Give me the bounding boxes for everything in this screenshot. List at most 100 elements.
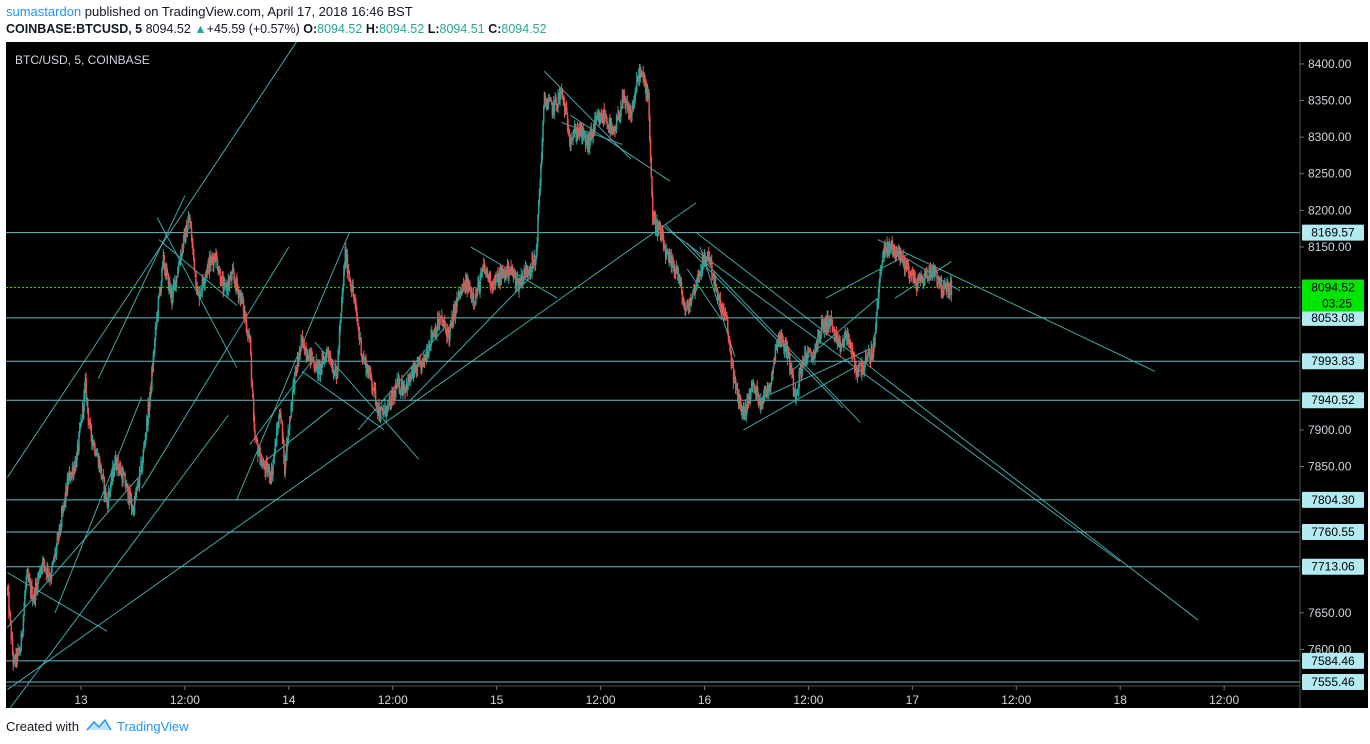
candle-body (652, 221, 655, 225)
candle-body (389, 398, 391, 401)
candle-body (461, 287, 463, 292)
trendline[interactable] (249, 356, 316, 445)
candle-body (355, 302, 357, 308)
candle-body (768, 385, 771, 387)
candle-body (639, 70, 642, 79)
candle-body (530, 267, 533, 273)
candle-body (385, 405, 387, 416)
chart-title: BTC/USD, 5, COINBASE (15, 53, 150, 67)
candle-body (413, 366, 415, 376)
candle-body (946, 281, 948, 293)
candle-body (776, 345, 778, 348)
candle-body (271, 468, 274, 476)
candle-body (228, 280, 230, 286)
trendline[interactable] (543, 70, 632, 160)
trendline[interactable] (409, 275, 532, 401)
candle-body (132, 508, 134, 511)
candle-body (711, 260, 713, 275)
trendline[interactable] (6, 414, 229, 712)
candle-body (594, 118, 596, 131)
candle-body (347, 270, 349, 273)
trendline[interactable] (660, 224, 1121, 563)
trendline[interactable] (141, 246, 290, 489)
candle-body (836, 333, 838, 344)
trendline[interactable] (236, 232, 350, 500)
trendline[interactable] (6, 27, 307, 478)
candle-body (232, 268, 235, 274)
trendline[interactable] (7, 473, 142, 628)
candle-body (217, 269, 220, 273)
candle-body (437, 318, 440, 327)
candle-body (271, 468, 273, 481)
open-value: 8094.52 (317, 22, 363, 36)
candle-body (286, 441, 288, 461)
trendline[interactable] (686, 268, 723, 321)
trendline[interactable] (825, 253, 909, 299)
candle-body (387, 405, 389, 407)
candle-body (805, 349, 807, 364)
trendline[interactable] (7, 572, 108, 632)
candle-body (879, 276, 881, 283)
candle-body (13, 657, 15, 665)
candle-body (877, 292, 880, 304)
trendline[interactable] (695, 231, 1199, 621)
candle-body (404, 386, 406, 393)
candle-body (298, 359, 300, 362)
candle-body (672, 262, 675, 267)
candle-body (429, 344, 431, 348)
candle-body (16, 650, 19, 662)
candle-body (105, 497, 108, 499)
trendline[interactable] (54, 396, 143, 614)
candle-body (654, 213, 656, 219)
candle-body (800, 366, 803, 377)
trendline[interactable] (7, 202, 697, 691)
candle-body (183, 231, 186, 236)
candle-body (368, 372, 370, 377)
trendline[interactable] (686, 242, 861, 423)
candle-body (893, 245, 896, 252)
candle-body (40, 566, 43, 571)
candle-body (691, 293, 694, 300)
candle-body (343, 267, 346, 271)
candle-body (568, 133, 570, 136)
price-tick-label: 8400.00 (1308, 57, 1352, 71)
chart-area[interactable]: 8400.00 8350.00 8300.00 8250.00 8200.00 8150.… (6, 27, 1368, 712)
trendline[interactable] (665, 224, 844, 409)
candle-body (211, 258, 214, 260)
trendline[interactable] (357, 327, 446, 431)
candle-body (245, 317, 247, 319)
candle-body (304, 347, 307, 355)
trendline[interactable] (877, 239, 1156, 372)
candle-body (481, 272, 483, 274)
candle-body (633, 101, 635, 108)
candle-body (266, 462, 269, 474)
candle-body (675, 266, 678, 271)
candle-body (564, 106, 567, 115)
candle-body (177, 264, 180, 273)
candlestick-chart[interactable]: 8400.00 8350.00 8300.00 8250.00 8200.00 8150.… (6, 27, 1368, 712)
candle-body (154, 340, 156, 354)
candle-body (140, 462, 142, 470)
candle-body (226, 284, 228, 291)
candle-body (232, 268, 234, 274)
trendline[interactable] (570, 114, 671, 182)
author-link[interactable]: sumastardon (6, 4, 82, 19)
candle-body (236, 277, 238, 287)
candle-body (136, 483, 139, 488)
candle-body (390, 394, 393, 409)
candle-body (896, 253, 899, 257)
tradingview-link[interactable]: TradingView (117, 719, 189, 734)
candle-body (882, 254, 885, 258)
candle-body (361, 355, 364, 360)
trendline[interactable] (97, 195, 186, 379)
trendline[interactable] (756, 348, 870, 402)
candle-body (562, 96, 564, 99)
tradingview-logo-icon[interactable] (86, 716, 112, 734)
candle-body (291, 390, 294, 406)
candle-body (735, 378, 737, 389)
candle-body (280, 414, 282, 421)
candle-body (424, 356, 427, 362)
trendline[interactable] (301, 370, 385, 431)
candle-body (888, 242, 890, 252)
trendline[interactable] (743, 363, 861, 431)
